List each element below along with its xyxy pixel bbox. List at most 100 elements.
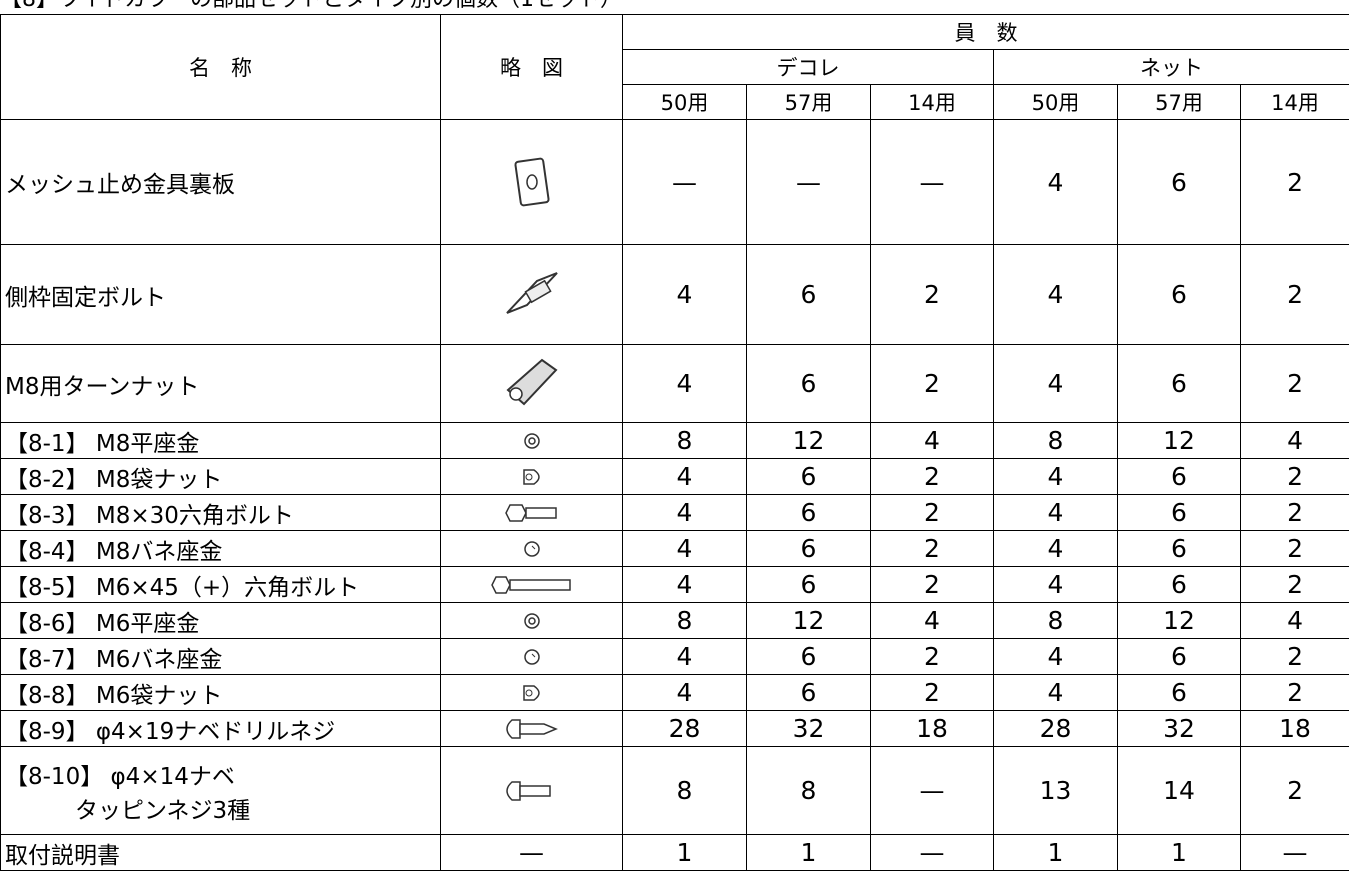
- part-icon: [523, 648, 540, 665]
- parts-table: 名 称略 図員 数 デコレ ネット 50用 57用 14用 50用 57用 14用 メッシュ…: [0, 14, 1349, 871]
- part-icon: [505, 780, 551, 801]
- part-name: 【8-9】 φ4×19ナベドリルネジ: [0, 710, 441, 747]
- part-count: 1: [746, 834, 871, 871]
- part-count: 4: [622, 344, 747, 423]
- table-row: 【8-8】 M6袋ナット 4 6 2 4 6 2: [0, 674, 1349, 711]
- part-sketch: [440, 674, 623, 711]
- part-name-line: メッシュ止め金具裏板: [5, 172, 235, 198]
- part-name-line: 【8-7】 M6バネ座金: [5, 646, 223, 673]
- part-sketch: [440, 530, 623, 567]
- part-count: 4: [993, 458, 1118, 495]
- part-name: 【8-10】 φ4×14ナベ タッピンネジ3種: [0, 746, 441, 835]
- part-icon: [523, 540, 540, 557]
- part-name-line: 【8-8】 M6袋ナット: [5, 682, 223, 709]
- part-name-line: 【8-4】 M8バネ座金: [5, 538, 223, 565]
- part-count: 12: [1117, 422, 1241, 459]
- part-count: —: [870, 834, 994, 871]
- part-name-line: M8用ターンナット: [5, 373, 200, 400]
- part-name-line: 【8-2】 M8袋ナット: [5, 466, 223, 493]
- part-sketch: [440, 494, 623, 531]
- part-name-line: 取付説明書: [5, 842, 120, 869]
- part-icon: [505, 271, 558, 314]
- header-size: 57用: [746, 84, 871, 120]
- part-name: 側枠固定ボルト: [0, 244, 441, 345]
- table-row: 【8-3】 M8×30六角ボルト 4 6 2 4 6 2: [0, 494, 1349, 531]
- part-count: 2: [870, 458, 994, 495]
- page-title: 【8】ワイドカラーの部品セットとタイプ別の個数（1セット）: [0, 0, 622, 14]
- part-count: 4: [993, 244, 1118, 345]
- table-row: 【8-5】 M6×45（+）六角ボルト 4 6 2 4 6 2: [0, 566, 1349, 603]
- part-name-line: 【8-1】 M8平座金: [5, 430, 200, 457]
- part-count: 4: [993, 344, 1118, 423]
- part-count: 6: [746, 344, 871, 423]
- part-count: 4: [993, 638, 1118, 675]
- header-name: 名 称: [0, 14, 441, 120]
- part-name: メッシュ止め金具裏板: [0, 119, 441, 245]
- part-count: 6: [1117, 530, 1241, 567]
- header-count: 員 数: [621, 14, 1349, 50]
- part-name: M8用ターンナット: [0, 344, 441, 423]
- header-size: 14用: [1239, 84, 1349, 120]
- part-name: 【8-5】 M6×45（+）六角ボルト: [0, 566, 441, 603]
- header-group: デコレ: [622, 49, 994, 85]
- part-count: 2: [870, 244, 994, 345]
- part-icon: [522, 468, 540, 485]
- header-size: 50用: [993, 84, 1118, 120]
- part-count: 6: [1117, 566, 1241, 603]
- header-size: 50用: [622, 84, 747, 120]
- part-count: 12: [1117, 602, 1241, 639]
- part-count: 2: [870, 638, 994, 675]
- part-icon: [504, 503, 557, 522]
- part-name-line: 【8-3】 M8×30六角ボルト: [5, 502, 294, 529]
- table-row: 【8-6】 M6平座金 8 12 4 8 12 4: [0, 602, 1349, 639]
- part-count: 8: [622, 422, 747, 459]
- part-count: 8: [993, 602, 1118, 639]
- part-name: 【8-8】 M6袋ナット: [0, 674, 441, 711]
- part-count: 2: [1239, 119, 1349, 245]
- part-count: 6: [746, 458, 871, 495]
- part-sketch: [440, 602, 623, 639]
- table-row: 【8-10】 φ4×14ナベ タッピンネジ3種 8 8—13 14 2: [0, 746, 1349, 835]
- part-count: 4: [622, 244, 747, 345]
- part-name: 【8-2】 M8袋ナット: [0, 458, 441, 495]
- part-sketch: [440, 746, 623, 835]
- part-name: 【8-7】 M6バネ座金: [0, 638, 441, 675]
- part-count: 6: [1117, 119, 1241, 245]
- part-count: 4: [622, 674, 747, 711]
- part-count: 2: [1239, 530, 1349, 567]
- part-count: 4: [870, 602, 994, 639]
- part-count: 6: [1117, 674, 1241, 711]
- part-sketch: [440, 638, 623, 675]
- part-name-line: 【8-5】 M6×45（+）六角ボルト: [5, 574, 360, 601]
- part-count: 4: [870, 422, 994, 459]
- part-count: 4: [993, 119, 1118, 245]
- part-count: 4: [622, 638, 747, 675]
- table-row: 【8-4】 M8バネ座金 4 6 2 4 6 2: [0, 530, 1349, 567]
- part-count: 2: [1239, 244, 1349, 345]
- part-count: 1: [1117, 834, 1241, 871]
- part-count: 2: [1239, 674, 1349, 711]
- part-count: 6: [746, 674, 871, 711]
- header-size: 14用: [870, 84, 994, 120]
- part-name-line: 側枠固定ボルト: [5, 284, 166, 311]
- part-count: 4: [622, 494, 747, 531]
- part-count: 13: [993, 746, 1118, 835]
- part-count: —: [746, 119, 871, 245]
- part-icon: [505, 718, 558, 739]
- part-name: 【8-3】 M8×30六角ボルト: [0, 494, 441, 531]
- part-count: 2: [870, 494, 994, 531]
- part-count: 6: [1117, 244, 1241, 345]
- part-name-line: 【8-10】 φ4×14ナベ: [5, 763, 235, 790]
- part-count: —: [870, 119, 994, 245]
- part-count: 4: [1239, 602, 1349, 639]
- part-sketch: [440, 458, 623, 495]
- part-count: 6: [746, 244, 871, 345]
- part-count: 1: [993, 834, 1118, 871]
- part-count: —: [870, 746, 994, 835]
- part-count: —: [622, 119, 747, 245]
- part-count: 6: [746, 566, 871, 603]
- table-row: M8用ターンナット 4 6 2 4 6 2: [0, 344, 1349, 423]
- part-icon: [523, 432, 540, 449]
- table-row: 【8-7】 M6バネ座金 4 6 2 4 6 2: [0, 638, 1349, 675]
- part-sketch: [440, 244, 623, 345]
